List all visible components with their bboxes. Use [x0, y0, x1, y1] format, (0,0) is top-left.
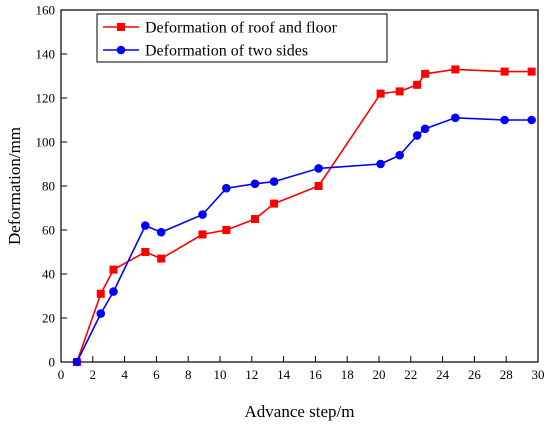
data-point — [420, 124, 430, 134]
series-1 — [72, 113, 536, 367]
data-point — [500, 115, 509, 125]
legend-marker — [116, 45, 126, 55]
x-tick-label: 14 — [277, 367, 291, 382]
data-point — [109, 265, 118, 274]
plot-frame — [60, 9, 539, 363]
data-point — [96, 309, 106, 318]
series-0 — [72, 65, 536, 366]
x-tick-label: 26 — [468, 367, 482, 382]
data-point — [109, 287, 118, 296]
data-point — [250, 215, 259, 223]
y-tick-label: 80 — [42, 179, 55, 194]
series-layer — [72, 65, 536, 367]
y-tick-label: 40 — [42, 267, 55, 282]
x-tick-label: 22 — [404, 367, 417, 382]
x-tick-label: 4 — [121, 367, 128, 382]
legend-box — [96, 13, 388, 63]
data-point — [156, 227, 166, 237]
y-tick-label: 20 — [42, 311, 55, 326]
data-point — [269, 177, 279, 186]
data-point — [314, 164, 323, 173]
x-tick-label: 6 — [153, 367, 160, 382]
data-point — [198, 230, 207, 239]
data-point — [72, 357, 82, 367]
x-tick-label: 30 — [532, 367, 545, 382]
data-point — [395, 87, 404, 96]
y-tick-label: 160 — [36, 3, 56, 18]
series-line — [76, 68, 532, 363]
y-tick-label: 100 — [36, 135, 56, 150]
data-point — [527, 115, 536, 125]
data-point — [527, 67, 536, 76]
data-point — [451, 113, 460, 123]
data-point — [413, 80, 422, 89]
legend-marker — [117, 23, 125, 31]
x-tick-label: 18 — [341, 367, 354, 382]
x-tick-label: 8 — [185, 367, 192, 382]
data-point — [412, 131, 422, 140]
data-point — [376, 89, 385, 98]
x-tick-label: 12 — [245, 367, 258, 382]
y-tick-label: 140 — [36, 47, 56, 62]
y-tick-label: 60 — [42, 223, 55, 238]
data-point — [500, 67, 509, 76]
legend-label: Deformation of two sides — [145, 43, 308, 60]
legend-label: Deformation of roof and floor — [145, 20, 338, 37]
series-line — [76, 116, 532, 363]
x-tick-label: 20 — [373, 367, 386, 382]
data-point — [140, 221, 150, 230]
y-axis-title: Deformation/mm — [5, 127, 24, 245]
data-point — [451, 65, 460, 74]
data-point — [222, 226, 231, 234]
x-tick-label: 10 — [214, 367, 227, 382]
x-tick-label: 24 — [436, 367, 450, 382]
data-point — [157, 254, 166, 263]
x-axis-title: Advance step/m — [245, 402, 355, 421]
data-point — [314, 182, 323, 190]
data-point — [222, 183, 231, 193]
data-point — [376, 159, 385, 169]
data-point — [395, 150, 404, 160]
data-point — [250, 179, 260, 189]
axis-ticks: 0 2 4 6 8 10 12 14 16 18 20 22 24 26 28 300204060801001… — [36, 3, 545, 383]
y-tick-label: 0 — [49, 355, 56, 370]
data-point — [198, 210, 207, 219]
data-point — [141, 248, 150, 256]
y-tick-label: 120 — [36, 91, 56, 106]
data-point — [270, 199, 279, 208]
data-point — [96, 289, 105, 298]
x-tick-label: 2 — [90, 367, 97, 382]
data-point — [421, 69, 430, 78]
x-tick-label: 28 — [500, 367, 513, 382]
x-tick-label: 0 — [58, 367, 65, 382]
x-tick-label: 16 — [309, 367, 323, 382]
legend: Deformation of roof and floor Deformation… — [96, 13, 388, 63]
